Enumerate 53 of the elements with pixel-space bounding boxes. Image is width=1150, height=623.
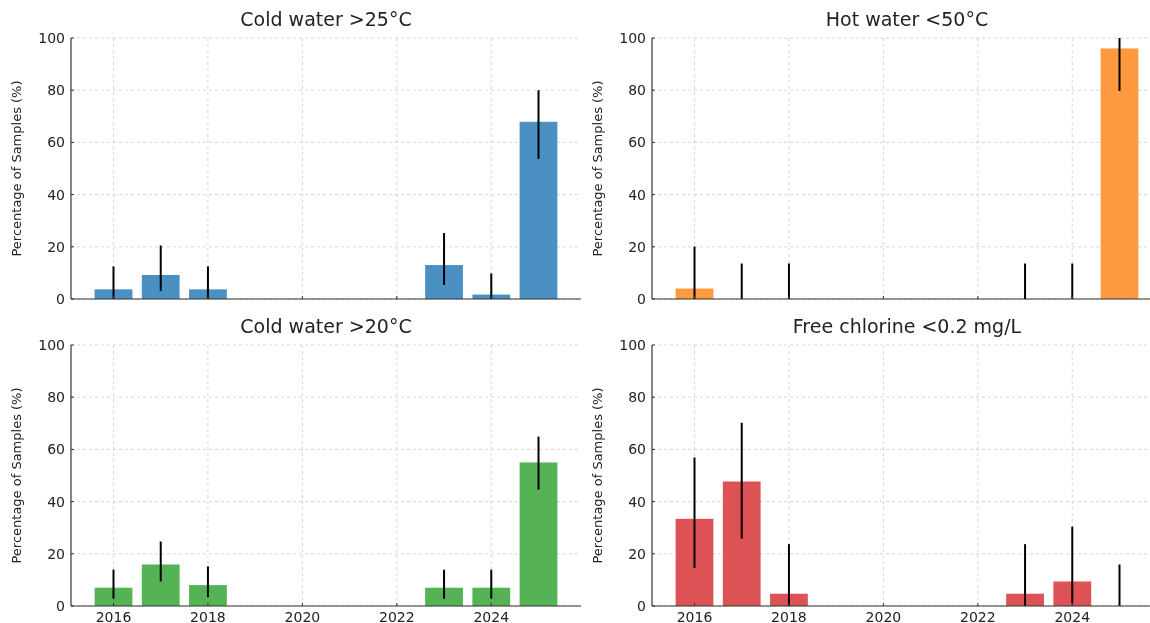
x-tick-label: 2016 bbox=[95, 609, 132, 623]
y-tick-label: 60 bbox=[47, 134, 65, 151]
y-tick-label: 0 bbox=[56, 290, 65, 307]
x-tick-label: 2020 bbox=[865, 609, 902, 623]
x-tick-label: 2018 bbox=[190, 609, 226, 623]
y-tick-label: 40 bbox=[628, 186, 646, 203]
y-tick-label: 80 bbox=[628, 389, 646, 406]
y-tick-label: 100 bbox=[619, 29, 646, 46]
bar bbox=[675, 518, 714, 606]
x-tick-label: 2024 bbox=[1054, 609, 1091, 623]
y-tick-label: 100 bbox=[38, 29, 65, 46]
y-tick-label: 20 bbox=[47, 238, 65, 255]
y-tick-label: 80 bbox=[628, 82, 646, 99]
y-axis-title: Percentage of Samples (%) bbox=[9, 80, 24, 257]
x-tick-label: 2018 bbox=[771, 609, 807, 623]
y-axis-title: Percentage of Samples (%) bbox=[590, 80, 605, 257]
bar bbox=[472, 587, 511, 606]
bar bbox=[189, 585, 227, 606]
y-tick-label: 100 bbox=[619, 336, 646, 353]
y-tick-label: 40 bbox=[47, 186, 65, 203]
y-tick-label: 100 bbox=[38, 336, 65, 353]
x-tick-label: 2024 bbox=[473, 609, 510, 623]
y-tick-label: 0 bbox=[637, 597, 646, 614]
x-tick-label: 2016 bbox=[676, 609, 713, 623]
y-tick-label: 40 bbox=[47, 493, 65, 510]
y-axis-title: Percentage of Samples (%) bbox=[9, 387, 24, 564]
y-tick-label: 0 bbox=[637, 290, 646, 307]
bar bbox=[1053, 581, 1092, 606]
bar bbox=[141, 274, 180, 299]
chart-title: Free chlorine <0.2 mg/L bbox=[792, 315, 1022, 337]
y-tick-label: 40 bbox=[628, 493, 646, 510]
bar bbox=[425, 587, 463, 606]
x-tick-label: 2022 bbox=[960, 609, 996, 623]
y-tick-label: 80 bbox=[47, 82, 65, 99]
y-tick-label: 20 bbox=[628, 238, 646, 255]
chart-title: Cold water >25°C bbox=[240, 8, 412, 30]
bar bbox=[425, 265, 463, 299]
y-tick-label: 80 bbox=[47, 389, 65, 406]
bar bbox=[722, 481, 761, 606]
bar bbox=[519, 462, 558, 606]
y-tick-label: 20 bbox=[628, 545, 646, 562]
bar bbox=[141, 564, 180, 606]
chart-title: Cold water >20°C bbox=[240, 315, 412, 337]
x-tick-label: 2022 bbox=[379, 609, 415, 623]
y-tick-label: 60 bbox=[628, 134, 646, 151]
y-tick-label: 60 bbox=[628, 441, 646, 458]
y-tick-label: 20 bbox=[47, 545, 65, 562]
bar bbox=[519, 121, 558, 299]
y-axis-title: Percentage of Samples (%) bbox=[590, 387, 605, 564]
chart-title: Hot water <50°C bbox=[825, 8, 989, 30]
x-tick-label: 2020 bbox=[284, 609, 321, 623]
y-tick-label: 60 bbox=[47, 441, 65, 458]
y-tick-label: 0 bbox=[56, 597, 65, 614]
